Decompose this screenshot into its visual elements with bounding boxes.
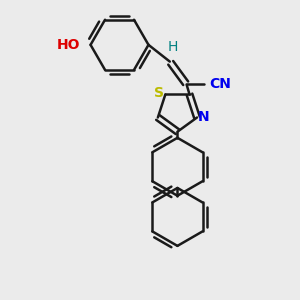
Text: HO: HO — [57, 38, 81, 52]
Text: H: H — [168, 40, 178, 54]
Text: N: N — [198, 110, 210, 124]
Text: CN: CN — [209, 77, 231, 92]
Text: S: S — [154, 86, 164, 100]
